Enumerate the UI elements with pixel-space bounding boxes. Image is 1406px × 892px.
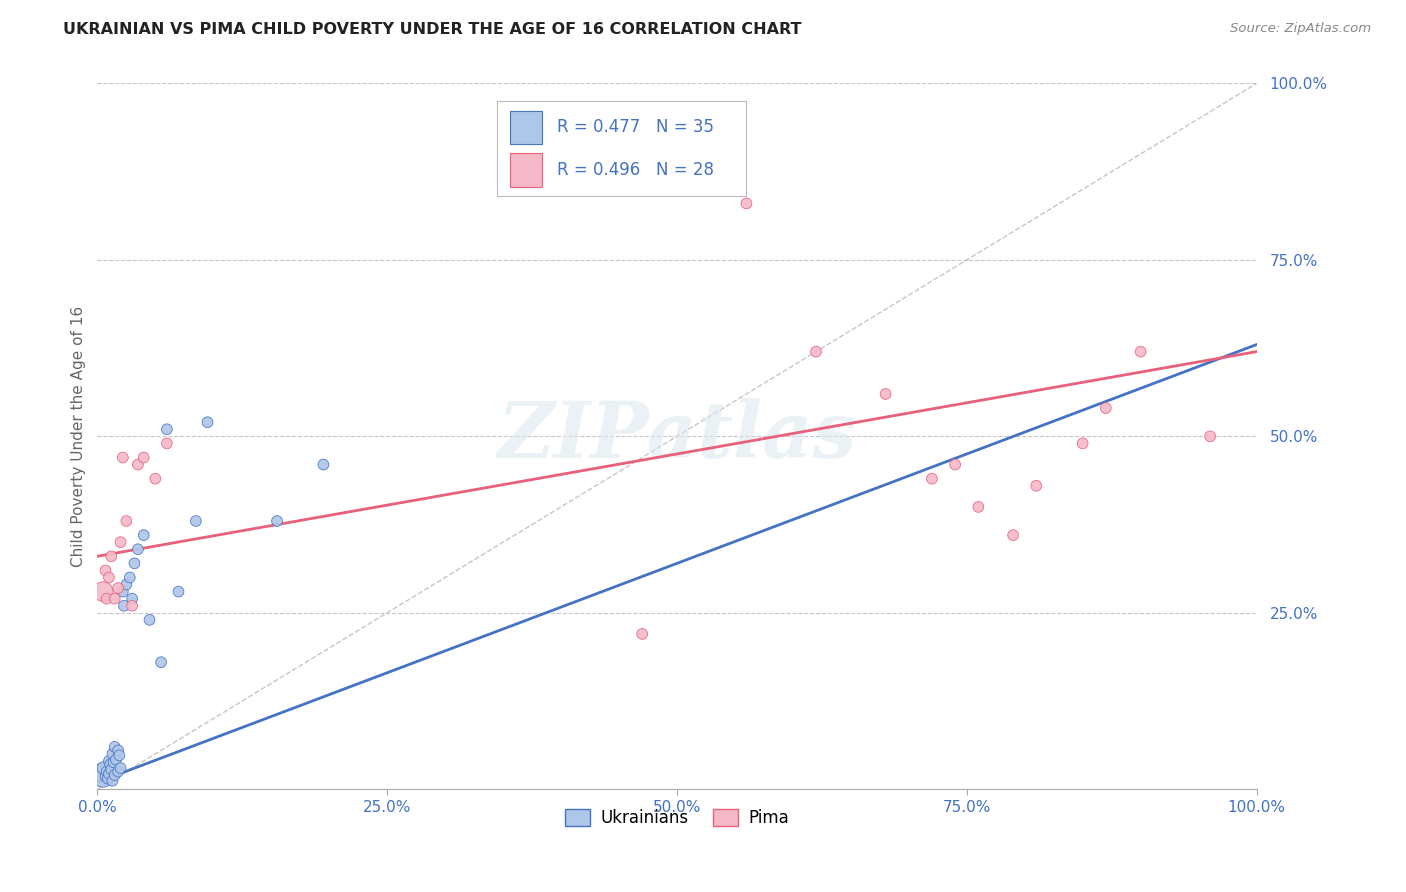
Point: [132, 450, 155, 465]
Point: [97, 754, 120, 768]
Point: [156, 436, 179, 450]
Point: [110, 535, 132, 549]
Point: [967, 500, 990, 514]
Point: [115, 577, 138, 591]
Point: [91, 761, 114, 775]
Point: [103, 756, 125, 770]
Point: [124, 557, 146, 571]
Point: [91, 584, 114, 599]
Point: [91, 768, 114, 782]
Point: [111, 450, 134, 465]
Point: [167, 584, 190, 599]
Text: Source: ZipAtlas.com: Source: ZipAtlas.com: [1230, 22, 1371, 36]
Point: [107, 743, 129, 757]
Point: [104, 591, 127, 606]
Point: [156, 422, 179, 436]
Point: [104, 739, 127, 754]
Point: [94, 563, 117, 577]
Point: [184, 514, 207, 528]
Point: [127, 542, 149, 557]
Legend: Ukrainians, Pima: Ukrainians, Pima: [558, 802, 796, 834]
Point: [97, 772, 120, 786]
Point: [143, 472, 166, 486]
Point: [735, 196, 758, 211]
Point: [804, 344, 827, 359]
Point: [108, 748, 131, 763]
Point: [101, 773, 124, 788]
Point: [1129, 344, 1152, 359]
Point: [94, 770, 117, 784]
Point: [121, 599, 143, 613]
Point: [96, 591, 118, 606]
Point: [104, 768, 127, 782]
Point: [107, 581, 129, 595]
Point: [631, 627, 654, 641]
Point: [1199, 429, 1222, 443]
Point: [1071, 436, 1094, 450]
Point: [97, 766, 120, 780]
Point: [312, 458, 335, 472]
Point: [921, 472, 943, 486]
Point: [150, 655, 173, 669]
Point: [943, 458, 966, 472]
Point: [100, 549, 122, 564]
Point: [104, 753, 127, 767]
Point: [97, 570, 120, 584]
Point: [138, 613, 160, 627]
Point: [112, 599, 135, 613]
Point: [115, 514, 138, 528]
Point: [107, 764, 129, 779]
Point: [1095, 401, 1118, 416]
Point: [266, 514, 288, 528]
Point: [132, 528, 155, 542]
Point: [96, 764, 118, 779]
Point: [110, 761, 132, 775]
Point: [121, 591, 143, 606]
Point: [100, 763, 122, 777]
Point: [1025, 479, 1047, 493]
Point: [111, 584, 134, 599]
Point: [98, 757, 121, 772]
Text: ZIPatlas: ZIPatlas: [498, 398, 856, 475]
Point: [127, 458, 149, 472]
Point: [118, 570, 141, 584]
Point: [101, 747, 124, 761]
Y-axis label: Child Poverty Under the Age of 16: Child Poverty Under the Age of 16: [72, 306, 86, 567]
Text: UKRAINIAN VS PIMA CHILD POVERTY UNDER THE AGE OF 16 CORRELATION CHART: UKRAINIAN VS PIMA CHILD POVERTY UNDER TH…: [63, 22, 801, 37]
Point: [875, 387, 897, 401]
Point: [1002, 528, 1025, 542]
Point: [197, 415, 219, 429]
